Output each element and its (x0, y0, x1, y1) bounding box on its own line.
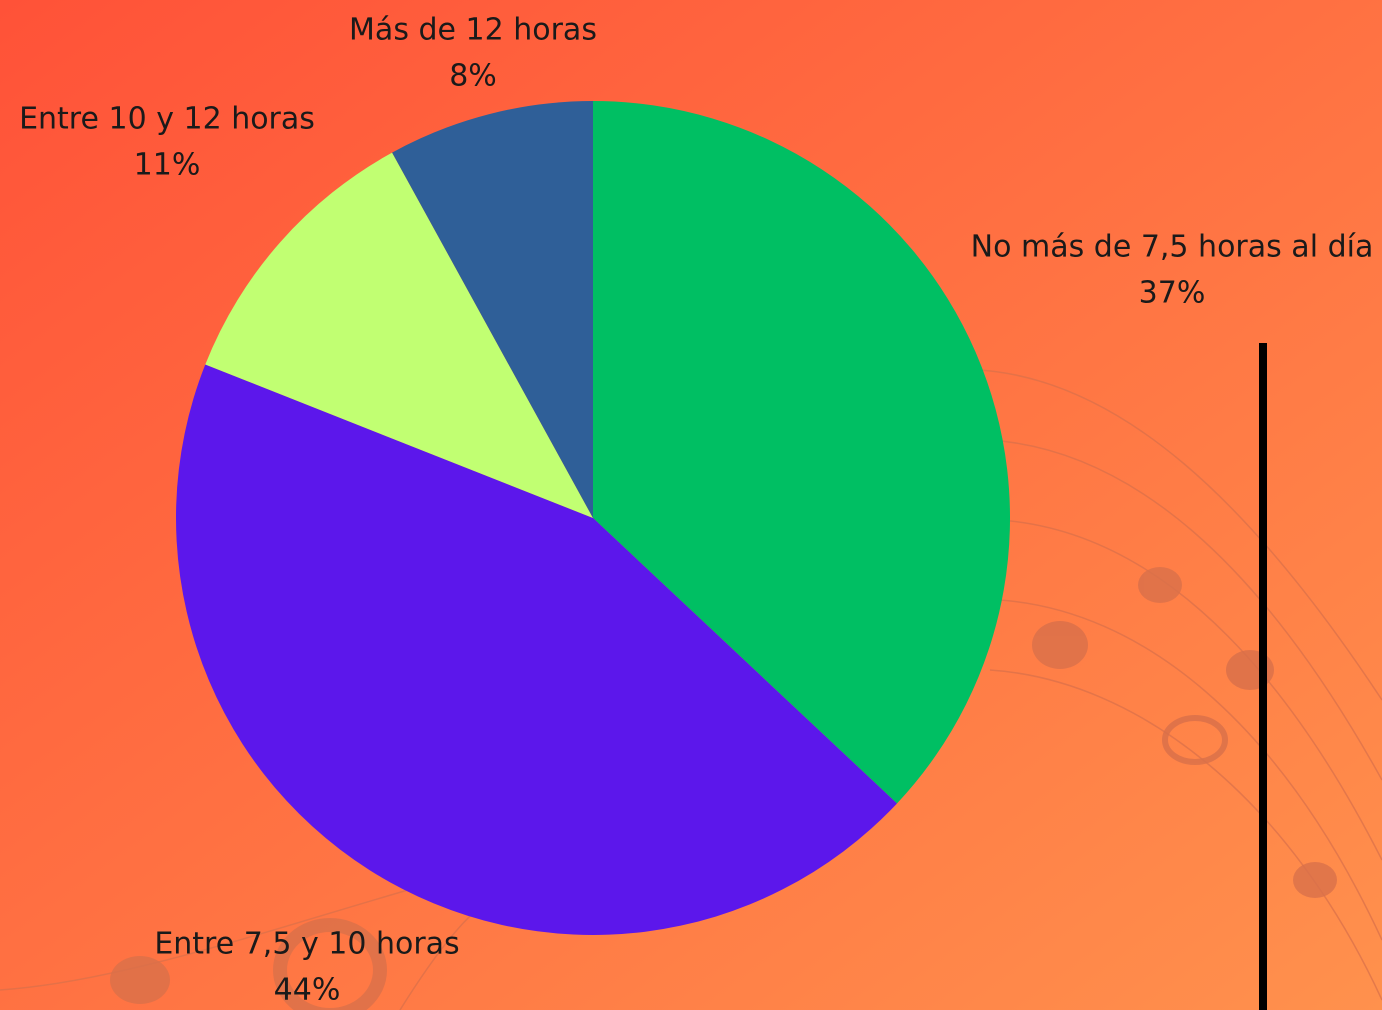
slice-value-label: 44% (274, 973, 341, 1008)
slice-label: Entre 10 y 12 horas (19, 102, 315, 137)
slice-value-label: 37% (1139, 276, 1206, 311)
slice-value-label: 11% (134, 148, 201, 183)
slice-label: Entre 7,5 y 10 horas (154, 927, 459, 962)
slice-label: Más de 12 horas (349, 13, 597, 48)
chart: No más de 7,5 horas al día 37% Entre 7,5 y… (0, 0, 1382, 1010)
slice-value-label: 8% (449, 59, 497, 94)
slice-label: No más de 7,5 horas al día (971, 230, 1374, 265)
